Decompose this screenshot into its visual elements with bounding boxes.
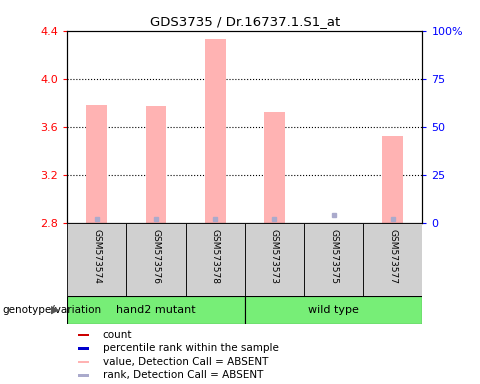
Text: rank, Detection Call = ABSENT: rank, Detection Call = ABSENT bbox=[103, 370, 263, 381]
Text: GSM573574: GSM573574 bbox=[92, 228, 101, 283]
Text: value, Detection Call = ABSENT: value, Detection Call = ABSENT bbox=[103, 357, 268, 367]
Title: GDS3735 / Dr.16737.1.S1_at: GDS3735 / Dr.16737.1.S1_at bbox=[150, 15, 340, 28]
Text: ▶: ▶ bbox=[51, 305, 60, 315]
Text: GSM573577: GSM573577 bbox=[388, 228, 397, 283]
Bar bbox=[205, 39, 226, 223]
Bar bbox=[245, 223, 304, 296]
Bar bbox=[78, 374, 89, 377]
Bar bbox=[145, 106, 167, 223]
Bar bbox=[67, 296, 245, 324]
Text: wild type: wild type bbox=[308, 305, 359, 315]
Text: genotype/variation: genotype/variation bbox=[2, 305, 102, 315]
Bar bbox=[363, 223, 422, 296]
Bar bbox=[86, 105, 107, 223]
Bar bbox=[78, 347, 89, 349]
Bar bbox=[78, 334, 89, 336]
Bar bbox=[245, 296, 422, 324]
Text: hand2 mutant: hand2 mutant bbox=[116, 305, 196, 315]
Text: percentile rank within the sample: percentile rank within the sample bbox=[103, 343, 278, 353]
Bar bbox=[264, 112, 285, 223]
Bar bbox=[383, 136, 403, 223]
Bar bbox=[67, 223, 126, 296]
Bar bbox=[78, 361, 89, 363]
Text: GSM573573: GSM573573 bbox=[270, 228, 279, 283]
Text: GSM573578: GSM573578 bbox=[211, 228, 220, 283]
Text: count: count bbox=[103, 330, 132, 340]
Bar bbox=[126, 223, 186, 296]
Text: GSM573575: GSM573575 bbox=[329, 228, 338, 283]
Bar bbox=[186, 223, 245, 296]
Text: GSM573576: GSM573576 bbox=[152, 228, 160, 283]
Bar bbox=[304, 223, 363, 296]
